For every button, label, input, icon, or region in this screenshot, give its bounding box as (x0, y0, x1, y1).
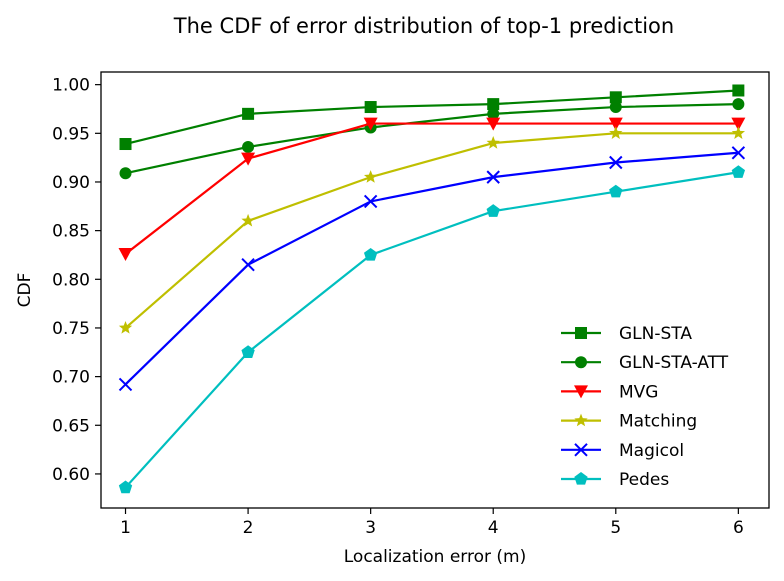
data-point-gln-sta (609, 91, 622, 104)
plot-frame (100, 71, 770, 509)
data-point-pedes (363, 247, 378, 261)
x-tick-label: 5 (610, 518, 621, 538)
series-line-matching (124, 132, 739, 329)
legend-label: MVG (619, 382, 658, 402)
data-point-mvg (731, 117, 746, 131)
data-point-mvg (118, 247, 133, 261)
x-tick-label: 3 (365, 518, 376, 538)
data-point-magicol (118, 377, 133, 392)
legend-item-gln-sta: GLN-STA (561, 324, 692, 344)
data-point-matching (241, 213, 255, 227)
data-point-magicol (731, 146, 746, 160)
data-point-magicol (241, 257, 255, 272)
legend: GLN-STA GLN-STA-ATT MVG Matching Magicol Pede… (561, 324, 729, 490)
series-matching (118, 126, 746, 334)
legend-label: Matching (619, 412, 697, 432)
y-tick-label: 0.90 (52, 173, 90, 193)
data-point-magicol (363, 194, 378, 209)
data-point-matching (609, 126, 623, 139)
series-gln-sta (119, 84, 745, 151)
legend-label: GLN-STA (619, 324, 692, 344)
y-tick-label: 0.70 (52, 368, 90, 388)
chart-title: The CDF of error distribution of top-1 p… (173, 14, 674, 38)
legend-label: Magicol (619, 441, 684, 461)
data-point-pedes (486, 204, 500, 217)
data-point-gln-sta-att (732, 98, 745, 111)
y-axis-ticks: 0.60 0.65 0.70 0.75 0.80 0.85 0.90 0.95 1.00 (52, 76, 101, 485)
data-point-matching (118, 320, 133, 334)
x-axis-label: Localization error (m) (344, 547, 526, 567)
series-line-pedes (124, 171, 739, 489)
data-point-gln-sta-att (242, 140, 255, 153)
legend-marker (575, 327, 587, 339)
data-point-gln-sta (487, 98, 500, 111)
legend-marker (574, 472, 588, 485)
data-point-pedes (241, 345, 255, 358)
data-point-gln-sta (242, 107, 255, 120)
series-line-magicol (124, 151, 739, 386)
data-point-magicol (486, 170, 500, 184)
data-point-gln-sta (364, 101, 377, 114)
y-axis-label: CDF (15, 273, 35, 308)
y-tick-label: 0.60 (52, 465, 90, 485)
data-point-gln-sta-att (487, 107, 500, 120)
legend-marker (574, 443, 588, 457)
series-gln-sta-att (119, 98, 745, 180)
legend-item-pedes: Pedes (561, 470, 669, 490)
plot-layer (118, 84, 746, 494)
y-tick-label: 0.85 (52, 222, 90, 242)
y-tick-label: 0.65 (52, 416, 90, 436)
legend-label: GLN-STA-ATT (619, 353, 729, 373)
x-tick-label: 2 (243, 518, 254, 538)
series-magicol (118, 146, 746, 392)
data-point-pedes (731, 165, 746, 178)
data-point-matching (486, 136, 500, 149)
y-tick-label: 0.95 (52, 124, 90, 144)
data-point-matching (731, 126, 746, 139)
series-line-gln-sta (125, 89, 739, 146)
series-pedes (118, 165, 746, 494)
x-tick-label: 6 (733, 518, 744, 538)
y-tick-label: 1.00 (52, 76, 90, 96)
legend-item-magicol: Magicol (561, 441, 684, 461)
x-tick-label: 4 (488, 518, 499, 538)
x-axis-ticks: 1 2 3 4 5 6 (120, 508, 744, 538)
legend-item-gln-sta-att: GLN-STA-ATT (561, 353, 729, 373)
legend-marker (574, 413, 588, 427)
data-point-mvg (363, 117, 378, 131)
legend-marker (574, 385, 588, 399)
y-tick-label: 0.80 (52, 270, 90, 290)
data-point-mvg (486, 117, 501, 131)
data-point-mvg (241, 152, 256, 166)
legend-marker (575, 356, 587, 369)
y-tick-label: 0.75 (52, 319, 90, 339)
data-point-mvg (608, 117, 623, 131)
data-point-gln-sta-att (119, 167, 132, 180)
data-point-magicol (609, 155, 623, 170)
data-point-gln-sta (732, 84, 745, 97)
series-line-gln-sta-att (125, 103, 739, 175)
data-point-pedes (118, 480, 133, 494)
data-point-matching (363, 170, 378, 183)
series-mvg (118, 117, 746, 261)
legend-label: Pedes (619, 470, 669, 490)
legend-item-matching: Matching (561, 412, 697, 432)
x-tick-label: 1 (120, 518, 131, 538)
data-point-pedes (609, 184, 623, 198)
data-point-gln-sta (119, 138, 132, 151)
series-line-mvg (124, 122, 739, 255)
legend-item-mvg: MVG (561, 382, 658, 402)
data-point-gln-sta-att (609, 101, 622, 114)
